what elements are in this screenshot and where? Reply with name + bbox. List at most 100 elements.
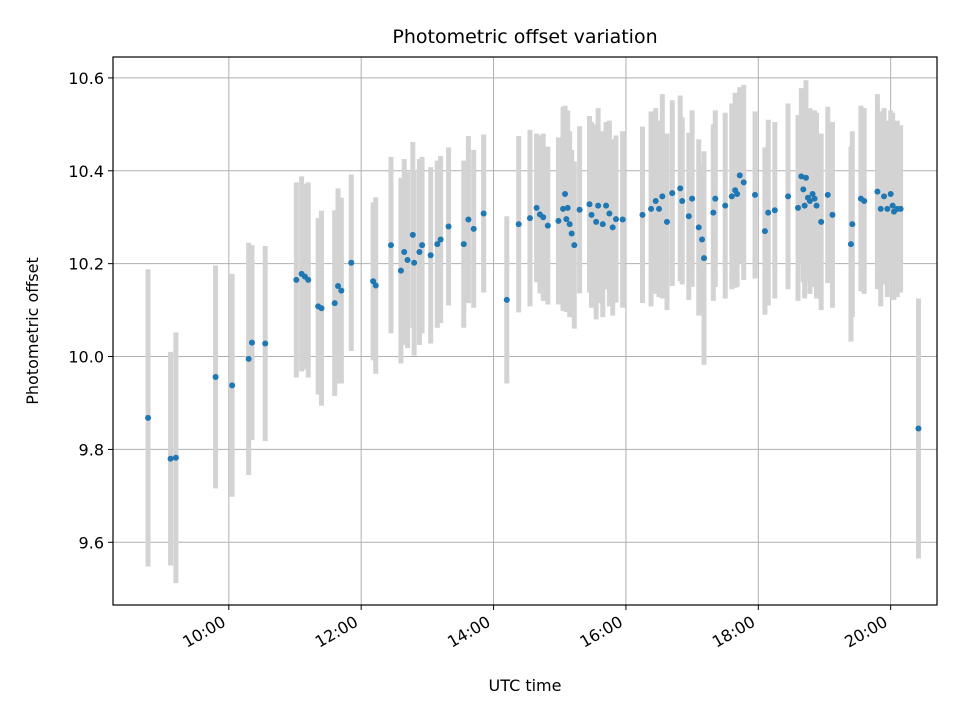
data-point [679, 197, 686, 204]
y-tick-label: 10.4 [68, 162, 104, 181]
data-point [639, 211, 646, 218]
data-point [460, 241, 467, 248]
data-point [167, 455, 174, 462]
data-point [740, 179, 747, 186]
data-point [437, 236, 444, 243]
data-point [555, 217, 562, 224]
data-point [884, 205, 891, 212]
plot-frame [112, 56, 938, 606]
data-point [663, 218, 670, 225]
data-point [401, 249, 408, 256]
data-point [829, 211, 836, 218]
data-point [603, 202, 610, 209]
data-point [229, 382, 236, 389]
data-point [434, 241, 441, 248]
y-axis-title: Photometric offset [23, 257, 42, 405]
data-point [172, 454, 179, 461]
data-point [685, 213, 692, 220]
data-point [411, 259, 418, 266]
data-point [427, 252, 434, 259]
data-point [613, 216, 620, 223]
data-point [526, 215, 533, 222]
y-tick-label: 9.8 [79, 440, 104, 459]
y-tick-label: 10.6 [68, 69, 104, 88]
data-point [544, 222, 551, 229]
data-point [813, 202, 820, 209]
data-point [849, 221, 856, 228]
data-point [619, 216, 626, 223]
data-point [335, 282, 342, 289]
data-point [145, 414, 152, 421]
data-point [564, 204, 571, 211]
data-point [824, 191, 831, 198]
data-point [710, 209, 717, 216]
data-point [503, 296, 510, 303]
data-point [811, 195, 818, 202]
data-point [331, 300, 338, 307]
data-point [701, 255, 708, 262]
data-point [818, 218, 825, 225]
y-tick-label: 9.6 [79, 533, 104, 552]
data-point [874, 188, 881, 195]
data-point [348, 259, 355, 266]
data-point [669, 190, 676, 197]
data-point [771, 207, 778, 214]
data-point [566, 221, 573, 228]
data-point [751, 191, 758, 198]
y-tick-label: 10.2 [68, 255, 104, 274]
data-point [563, 216, 570, 223]
data-point [802, 174, 809, 181]
data-point [761, 228, 768, 235]
data-point [515, 221, 522, 228]
data-point [387, 242, 394, 249]
data-point [887, 191, 894, 197]
data-point [397, 267, 404, 274]
data-point [877, 205, 884, 212]
data-point [416, 249, 423, 256]
data-point [409, 231, 416, 238]
data-point [728, 193, 735, 200]
data-point [212, 373, 219, 380]
x-axis-title: UTC time [489, 676, 562, 695]
data-point [785, 193, 792, 200]
data-point [695, 224, 702, 231]
data-point [576, 206, 583, 213]
data-point [470, 225, 477, 232]
data-point [560, 205, 567, 212]
data-point [847, 241, 854, 248]
data-point [568, 230, 575, 237]
data-point [861, 197, 868, 204]
data-point [798, 173, 805, 180]
data-point [318, 305, 325, 312]
data-point [305, 276, 312, 283]
data-point [656, 205, 663, 212]
data-point [722, 202, 729, 209]
data-point [465, 216, 472, 223]
data-point [915, 425, 922, 432]
data-point [262, 340, 269, 347]
data-point [648, 205, 655, 212]
data-point [540, 214, 547, 221]
data-point [480, 210, 487, 217]
data-point [765, 209, 772, 216]
data-point [419, 242, 426, 249]
data-point [734, 191, 741, 197]
data-point [897, 205, 904, 212]
data-point [404, 256, 411, 263]
data-point [595, 202, 602, 209]
data-point [445, 223, 452, 230]
data-point [606, 210, 613, 217]
data-point [800, 186, 807, 193]
data-point [562, 191, 569, 197]
data-point [736, 172, 743, 179]
data-point [659, 193, 666, 200]
data-points [145, 172, 922, 462]
data-point [599, 221, 606, 228]
data-point [245, 355, 252, 362]
chart-title: Photometric offset variation [392, 26, 657, 48]
data-point [806, 197, 813, 204]
data-point [609, 224, 616, 231]
data-point [248, 339, 255, 346]
data-point [293, 276, 300, 283]
